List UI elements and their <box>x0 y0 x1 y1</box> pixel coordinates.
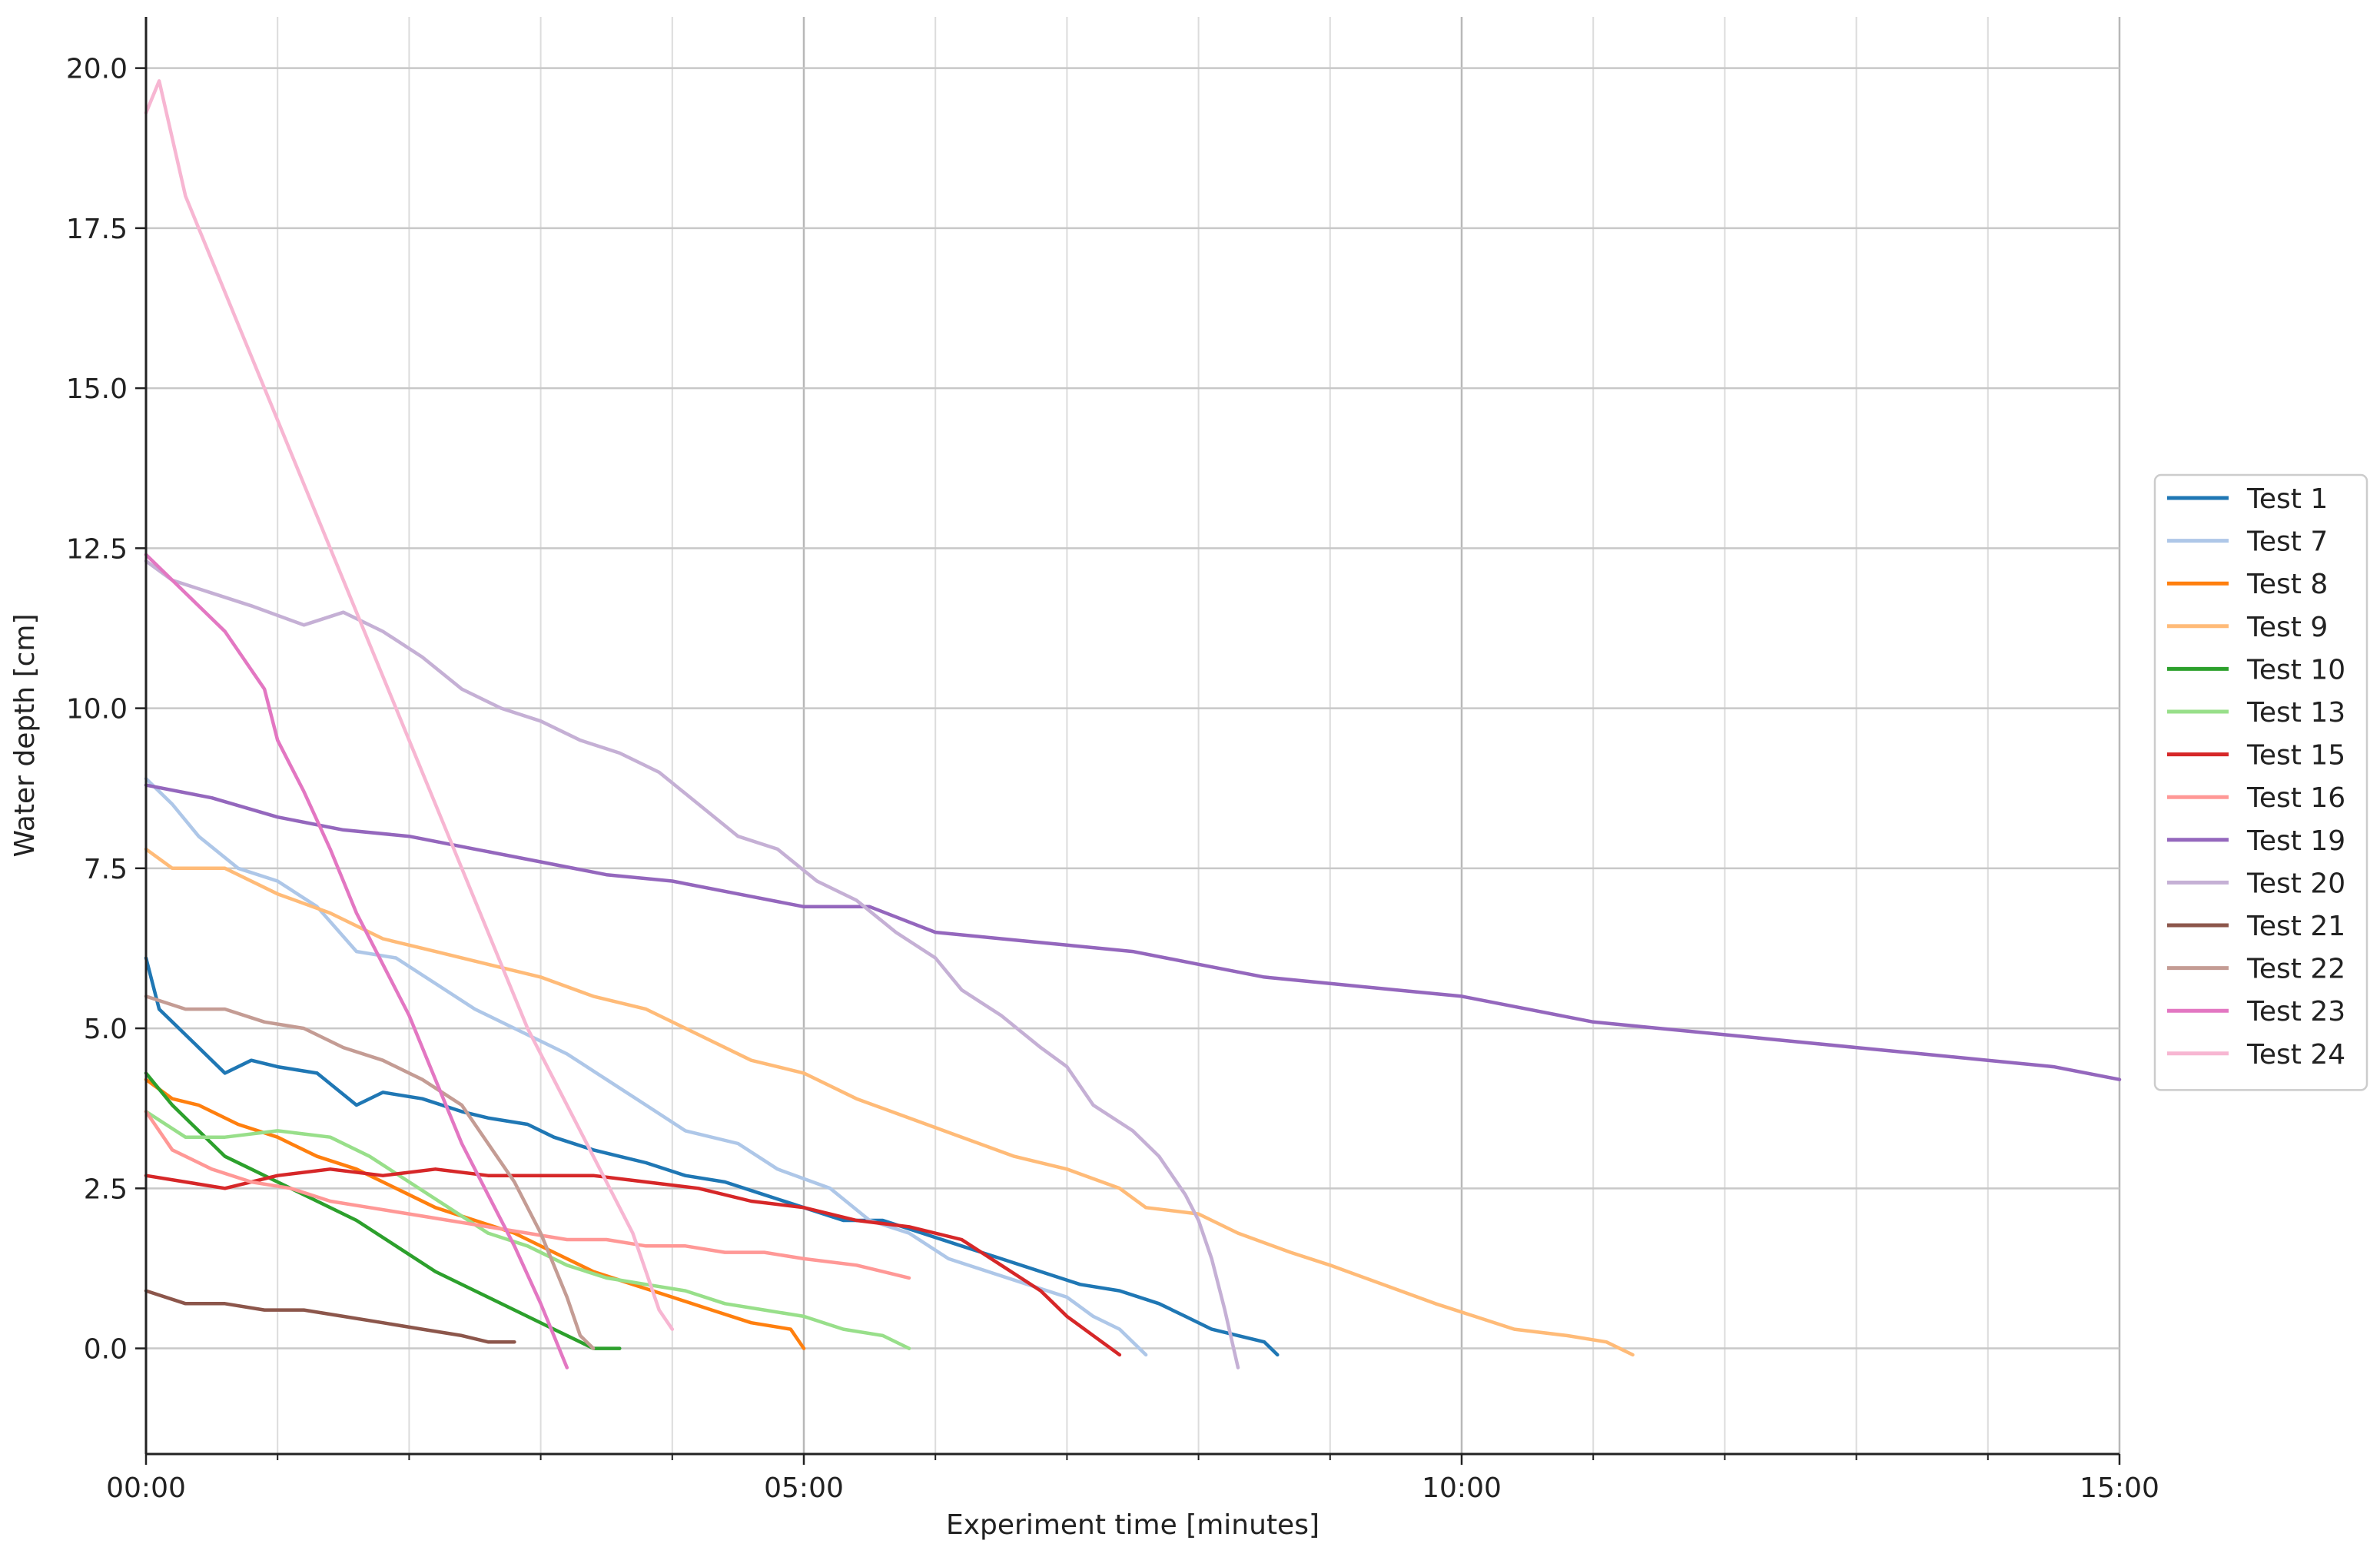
legend-label: Test 9 <box>2246 612 2328 643</box>
series-line-test-21 <box>144 1289 516 1344</box>
x-axis-label: Experiment time [minutes] <box>946 1509 1319 1541</box>
x-tick-label: 10:00 <box>1422 1472 1502 1504</box>
legend-label: Test 21 <box>2246 911 2345 942</box>
legend-label: Test 19 <box>2246 825 2345 857</box>
y-tick-label: 12.5 <box>66 533 128 565</box>
y-tick-label: 15.0 <box>66 373 128 405</box>
series-line-test-16 <box>144 1110 911 1280</box>
y-tick-label: 17.5 <box>66 214 128 245</box>
series-line-test-24 <box>144 79 675 1331</box>
series-lines <box>144 79 2122 1369</box>
series-line-test-20 <box>144 559 1240 1369</box>
series-line-test-22 <box>144 994 596 1350</box>
axes <box>135 17 2121 1465</box>
legend-label: Test 10 <box>2246 654 2345 686</box>
legend-label: Test 8 <box>2246 569 2328 600</box>
y-tick-label: 20.0 <box>66 54 128 85</box>
series-line-test-8 <box>144 1077 806 1350</box>
legend-label: Test 23 <box>2246 996 2345 1027</box>
x-tick-label: 05:00 <box>764 1472 844 1504</box>
tick-labels: 00:00 05:00 10:00 15:00 0.0 2.5 5.0 7.5 10.0 12.5… <box>66 54 2159 1504</box>
series-line-test-1 <box>144 956 1280 1357</box>
legend: Test 1 Test 7 Test 8 Test 9 Test 10 Test 13 Te… <box>2153 473 2368 1091</box>
legend-label: Test 16 <box>2246 782 2345 814</box>
legend-label: Test 22 <box>2246 954 2345 985</box>
legend-label: Test 13 <box>2246 697 2345 729</box>
series-line-test-19 <box>144 783 2122 1081</box>
series-line-test-10 <box>144 1071 622 1350</box>
legend-label: Test 24 <box>2246 1039 2345 1071</box>
y-axis-label: Water depth [cm] <box>9 613 41 857</box>
y-tick-label: 7.5 <box>84 854 128 885</box>
series-line-test-15 <box>144 1167 1122 1357</box>
legend-label: Test 20 <box>2246 868 2345 899</box>
legend-label: Test 1 <box>2246 483 2328 515</box>
y-tick-label: 2.5 <box>84 1174 128 1205</box>
y-tick-label: 5.0 <box>84 1014 128 1045</box>
y-tick-label: 0.0 <box>84 1334 128 1366</box>
grid-lines <box>144 17 2121 1454</box>
legend-frame <box>2153 473 2368 1091</box>
x-tick-label: 15:00 <box>2080 1472 2159 1504</box>
legend-label: Test 15 <box>2246 740 2345 772</box>
series-line-test-9 <box>144 847 1635 1357</box>
series-line-test-7 <box>144 776 1148 1357</box>
y-tick-label: 10.0 <box>66 694 128 725</box>
legend-label: Test 7 <box>2246 526 2328 558</box>
series-line-test-23 <box>144 553 569 1369</box>
x-tick-label: 00:00 <box>106 1472 186 1504</box>
series-line-test-13 <box>144 1110 911 1350</box>
